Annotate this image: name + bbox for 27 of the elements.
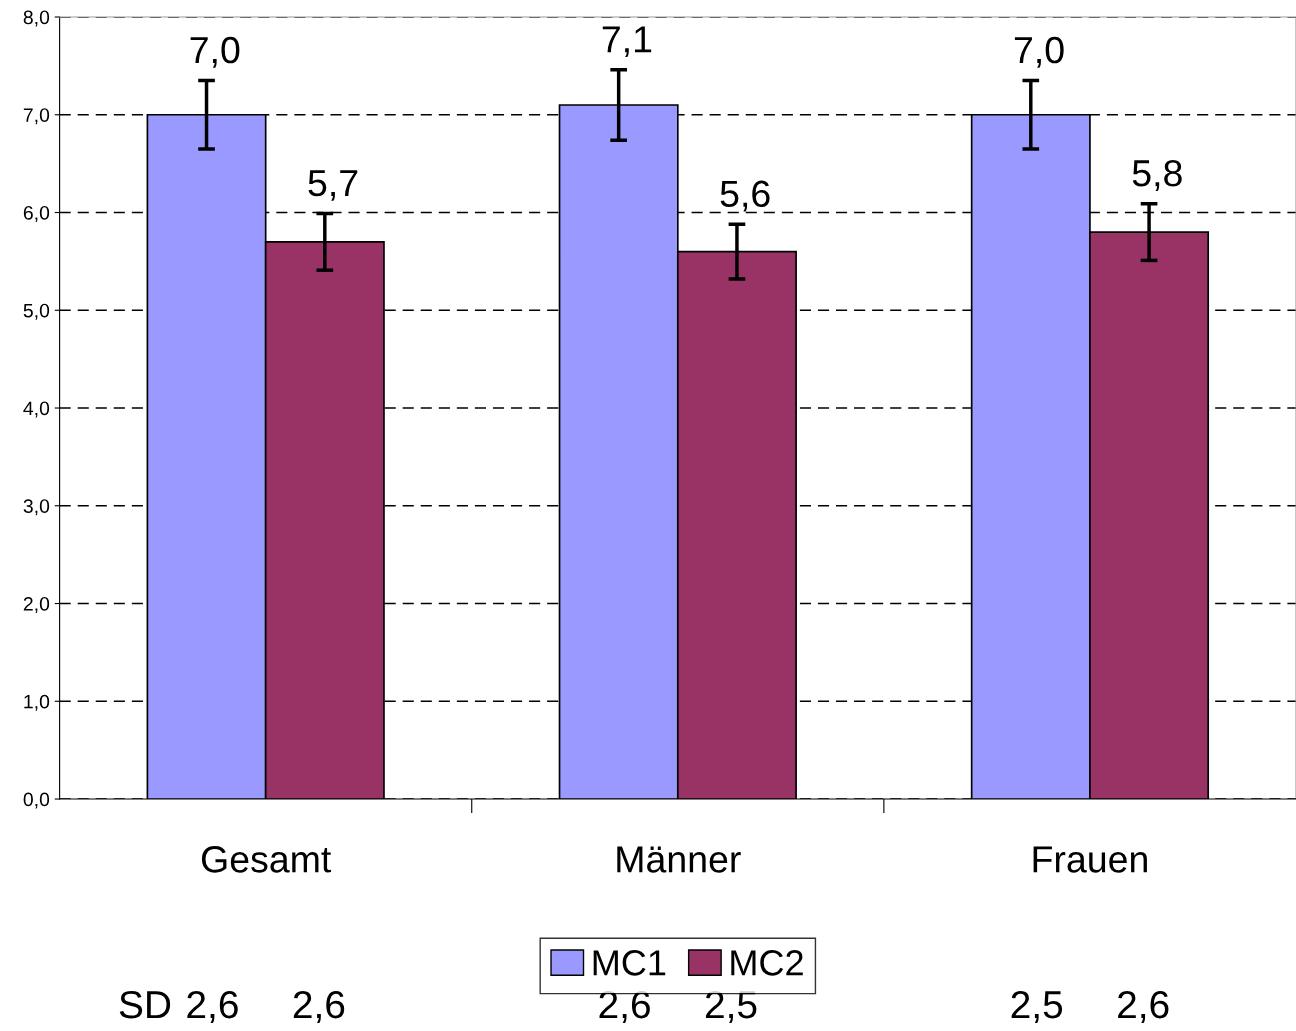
legend-label: MC2 xyxy=(731,950,803,976)
data-label: 7,0 xyxy=(190,36,240,68)
data-label: 5,8 xyxy=(1132,159,1182,191)
y-tick-label: 3,0 xyxy=(23,499,50,516)
y-tick-label: 5,0 xyxy=(23,303,50,320)
data-label: 5,7 xyxy=(308,170,358,201)
data-label: 7,1 xyxy=(602,26,652,58)
y-tick-label: 8,0 xyxy=(23,10,50,27)
text: 2,5 xyxy=(1011,990,1063,1024)
data-label: 7,0 xyxy=(1014,36,1064,68)
text: 2,6 xyxy=(1118,990,1169,1024)
y-tick-label: 1,0 xyxy=(24,694,50,711)
y-tick-label: 7,0 xyxy=(23,108,50,125)
x-tick-label: Gesamt xyxy=(201,846,332,873)
data-label: 5,6 xyxy=(720,180,770,212)
y-tick-label: 6,0 xyxy=(23,205,50,223)
y-tick-label: 2,0 xyxy=(23,596,50,614)
x-tick-label: Frauen xyxy=(1033,846,1147,873)
text: 2,6 xyxy=(293,990,345,1024)
y-tick-label: 4,0 xyxy=(23,401,50,418)
legend-label: MC1 xyxy=(593,950,666,976)
text: 2,6 xyxy=(187,990,238,1024)
text: 2,5 xyxy=(705,990,757,1024)
text: 2,6 xyxy=(599,990,650,1024)
x-tick-label: Männer xyxy=(617,846,741,873)
y-tick-label: 0,0 xyxy=(23,792,50,809)
text: SD xyxy=(119,990,171,1019)
